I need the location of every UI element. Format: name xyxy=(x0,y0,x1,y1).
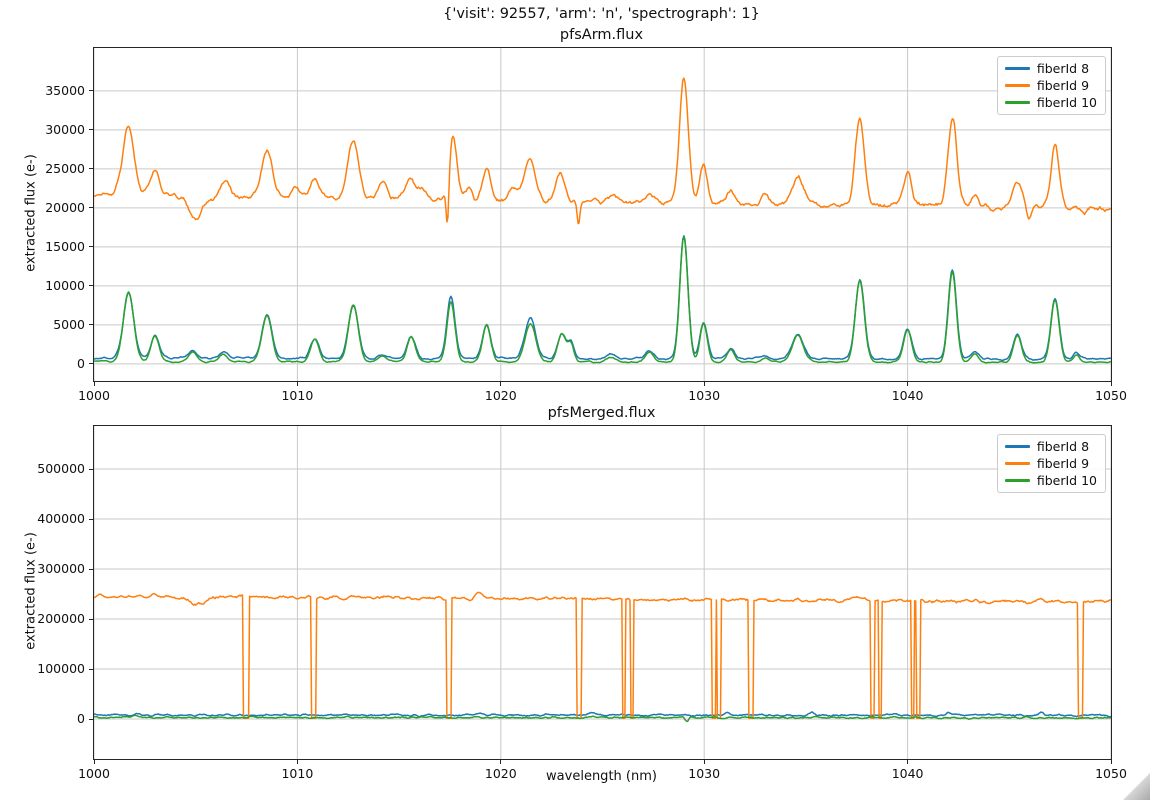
pfsmerged-plot-canvas xyxy=(94,426,1111,759)
y-tick-label: 25000 xyxy=(45,160,85,176)
legend-entry: fiberId 8 xyxy=(1004,439,1097,454)
x-tick xyxy=(703,760,705,764)
x-tick xyxy=(93,382,95,386)
x-tick-label: 1000 xyxy=(78,388,110,403)
legend-label: fiberId 10 xyxy=(1036,473,1097,488)
y-tick-label: 20000 xyxy=(45,199,85,215)
legend-label: fiberId 9 xyxy=(1036,456,1090,471)
y-tick-label: 5000 xyxy=(53,316,85,332)
y-tick-label: 0 xyxy=(77,355,85,371)
y-tick-label: 10000 xyxy=(45,277,85,293)
pfsmerged-ylabel: extracted flux (e-) xyxy=(23,532,39,650)
y-tick xyxy=(89,285,93,287)
series-line-fiberid-8 xyxy=(94,711,1111,718)
pfsmerged-plot-area: fiberId 8 fiberId 9 fiberId 10 xyxy=(93,425,1112,760)
figure-suptitle: {'visit': 92557, 'arm': 'n', 'spectrogra… xyxy=(443,6,760,22)
x-tick xyxy=(500,760,502,764)
x-tick xyxy=(1110,382,1112,386)
legend-line-sample xyxy=(1004,67,1030,70)
legend-label: fiberId 9 xyxy=(1036,78,1090,93)
series-line-fiberid-10 xyxy=(94,236,1111,364)
y-tick xyxy=(89,568,93,570)
pfsarm-title: pfsArm.flux xyxy=(559,27,644,43)
legend-line-sample xyxy=(1004,462,1030,465)
y-tick xyxy=(89,324,93,326)
x-tick xyxy=(500,382,502,386)
y-tick xyxy=(89,207,93,209)
y-tick xyxy=(89,168,93,170)
x-tick xyxy=(703,382,705,386)
y-tick-label: 0 xyxy=(77,711,85,726)
x-tick-label: 1040 xyxy=(891,766,924,781)
x-tick-label: 1010 xyxy=(281,766,314,781)
x-tick-label: 1020 xyxy=(484,766,517,781)
x-tick-label: 1010 xyxy=(281,388,314,403)
legend-line-sample xyxy=(1004,445,1030,448)
x-tick-label: 1030 xyxy=(688,766,721,781)
x-tick xyxy=(296,760,298,764)
legend-entry: fiberId 8 xyxy=(1004,61,1097,76)
y-tick-label: 100000 xyxy=(37,661,85,676)
x-tick-label: 1050 xyxy=(1095,766,1127,781)
y-tick-label: 300000 xyxy=(37,561,85,576)
legend-label: fiberId 10 xyxy=(1036,95,1097,110)
pfsarm-legend: fiberId 8 fiberId 9 fiberId 10 xyxy=(996,56,1106,115)
x-tick-label: 1040 xyxy=(891,388,924,403)
y-tick xyxy=(89,246,93,248)
legend-entry: fiberId 10 xyxy=(1004,473,1097,488)
legend-entry: fiberId 10 xyxy=(1004,95,1097,110)
x-tick-label: 1030 xyxy=(688,388,721,403)
legend-entry: fiberId 9 xyxy=(1004,456,1097,471)
y-tick-label: 500000 xyxy=(37,461,85,476)
series-line-fiberid-8 xyxy=(94,235,1111,362)
y-tick xyxy=(89,618,93,620)
x-tick xyxy=(907,760,909,764)
y-tick-label: 400000 xyxy=(37,511,85,526)
y-tick xyxy=(89,668,93,670)
series-line-fiberid-10 xyxy=(94,714,1111,723)
y-tick xyxy=(89,90,93,92)
pfsarm-plot-area: fiberId 8 fiberId 9 fiberId 10 xyxy=(93,47,1112,382)
y-tick xyxy=(89,129,93,131)
x-tick xyxy=(296,382,298,386)
legend-label: fiberId 8 xyxy=(1036,61,1090,76)
pfsmerged-title: pfsMerged.flux xyxy=(547,405,656,421)
legend-entry: fiberId 9 xyxy=(1004,78,1097,93)
series-line-fiberid-9 xyxy=(94,591,1111,720)
series-line-fiberid-9 xyxy=(94,77,1111,225)
x-tick xyxy=(907,382,909,386)
y-tick-label: 30000 xyxy=(45,121,85,137)
x-tick-label: 1020 xyxy=(484,388,517,403)
y-tick-label: 15000 xyxy=(45,238,85,254)
pfsmerged-legend: fiberId 8 fiberId 9 fiberId 10 xyxy=(996,434,1106,493)
pfsarm-plot-canvas xyxy=(94,48,1111,381)
x-tick-label: 1000 xyxy=(78,766,110,781)
legend-line-sample xyxy=(1004,84,1030,87)
y-tick-label: 200000 xyxy=(37,611,85,626)
legend-line-sample xyxy=(1004,479,1030,482)
y-tick xyxy=(89,718,93,720)
y-tick xyxy=(89,363,93,365)
legend-label: fiberId 8 xyxy=(1036,439,1090,454)
x-tick xyxy=(93,760,95,764)
y-tick xyxy=(89,518,93,520)
y-tick-label: 35000 xyxy=(45,82,85,98)
y-tick xyxy=(89,468,93,470)
legend-line-sample xyxy=(1004,101,1030,104)
x-tick-label: 1050 xyxy=(1095,388,1127,403)
x-tick xyxy=(1110,760,1112,764)
wavelength-axis-label: wavelength (nm) xyxy=(546,769,657,784)
